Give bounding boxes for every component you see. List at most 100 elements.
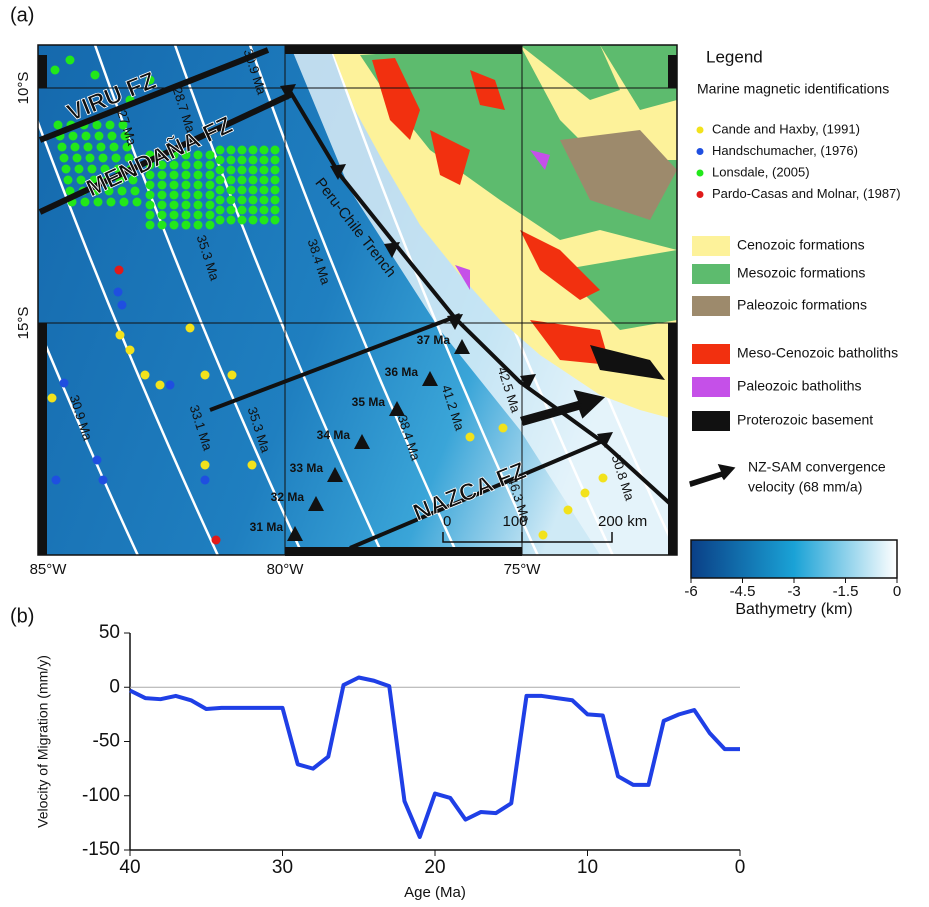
magnetic-identification [51,66,60,75]
magnetic-identification [201,461,210,470]
magnetic-identification [201,476,210,485]
magnetic-identification [227,216,236,225]
magnetic-identification [271,146,280,155]
magnetic-identification [81,198,90,207]
legend-subtitle: Marine magnetic identifications [697,81,889,97]
magnetic-identification [238,196,247,205]
y-tick-label: 0 [109,676,120,697]
magnetic-identification [271,166,280,175]
magnetic-identification [114,288,123,297]
magnetic-identification [126,346,135,355]
magnetic-identification [466,433,475,442]
legend-marker [697,127,704,134]
magnetic-identification [260,176,269,185]
age-point-label: 31 Ma [250,520,284,534]
magnetic-identification [95,132,104,141]
age-point-label: 35 Ma [352,395,386,409]
legend-swatch [692,344,730,364]
legend-label: Pardo-Casas and Molnar, (1987) [712,186,901,201]
magnetic-identification [206,151,215,160]
magnetic-identification [158,191,167,200]
x-axis-label: Age (Ma) [404,884,466,901]
magnetic-identification [97,143,106,152]
magnetic-identification [206,201,215,210]
magnetic-identification [216,176,225,185]
age-point-label: 33 Ma [290,461,324,475]
scale-bar-label: 100 [502,513,527,530]
legend-label: Meso-Cenozoic batholiths [737,345,898,361]
magnetic-identification [194,161,203,170]
frame-band [285,547,522,556]
longitude-label: 85°W [30,561,68,578]
magnetic-identification [82,132,91,141]
magnetic-identification [271,196,280,205]
magnetic-identification [170,171,179,180]
magnetic-identification [212,536,221,545]
magnetic-identification [52,476,61,485]
magnetic-identification [271,206,280,215]
magnetic-identification [146,221,155,230]
y-tick-label: -50 [93,731,120,752]
magnetic-identification [238,176,247,185]
magnetic-identification [206,211,215,220]
magnetic-identification [182,161,191,170]
magnetic-identification [271,186,280,195]
magnetic-identification [206,161,215,170]
magnetic-identification [216,146,225,155]
magnetic-identification [110,143,119,152]
magnetic-identification [238,206,247,215]
magnetic-identification [260,196,269,205]
magnetic-identification [116,331,125,340]
age-point-label: 37 Ma [417,333,451,347]
longitude-label: 80°W [267,561,305,578]
legend-swatch [692,296,730,316]
magnetic-identification [227,206,236,215]
magnetic-identification [249,216,258,225]
magnetic-identification [248,461,257,470]
magnetic-identification [227,186,236,195]
legend-marker [697,170,704,177]
frame-band [38,55,47,88]
x-tick-label: 0 [735,857,746,878]
magnetic-identification [599,474,608,483]
frame-band [668,55,677,88]
magnetic-identification [158,181,167,190]
colorbar-tick-label: -4.5 [730,583,756,600]
figure: (a) (b) Peru-Chile TrenchVIRU FZMENDAÑA … [0,0,929,907]
magnetic-identification [238,216,247,225]
legend-label: Cenozoic formations [737,237,865,253]
magnetic-identification [227,146,236,155]
magnetic-identification [60,154,69,163]
legend-label: Lonsdale, (2005) [712,164,810,179]
magnetic-identification [75,165,84,174]
magnetic-identification [216,156,225,165]
magnetic-identification [156,381,165,390]
magnetic-identification [146,211,155,220]
magnetic-identification [91,71,100,80]
magnetic-identification [227,156,236,165]
frame-band [38,323,47,555]
colorbar [691,540,897,578]
legend-label: Proterozoic basement [737,412,873,428]
age-point-label: 36 Ma [385,365,419,379]
legend-label: Cande and Haxby, (1991) [712,121,860,136]
magnetic-identification [182,201,191,210]
magnetic-identification [249,166,258,175]
magnetic-identification [48,394,57,403]
scale-bar-label: 0 [443,513,451,530]
magnetic-identification [238,156,247,165]
magnetic-identification [158,201,167,210]
magnetic-identification [106,121,115,130]
magnetic-identification [115,266,124,275]
magnetic-identification [249,156,258,165]
legend-arrow [690,465,734,486]
magnetic-identification [216,186,225,195]
magnetic-identification [271,176,280,185]
y-tick-label: -100 [82,785,120,806]
magnetic-identification [194,171,203,180]
magnetic-identification [539,531,548,540]
magnetic-identification [216,206,225,215]
data-line [130,677,740,836]
magnetic-identification [260,206,269,215]
y-tick-label: -150 [82,839,120,860]
